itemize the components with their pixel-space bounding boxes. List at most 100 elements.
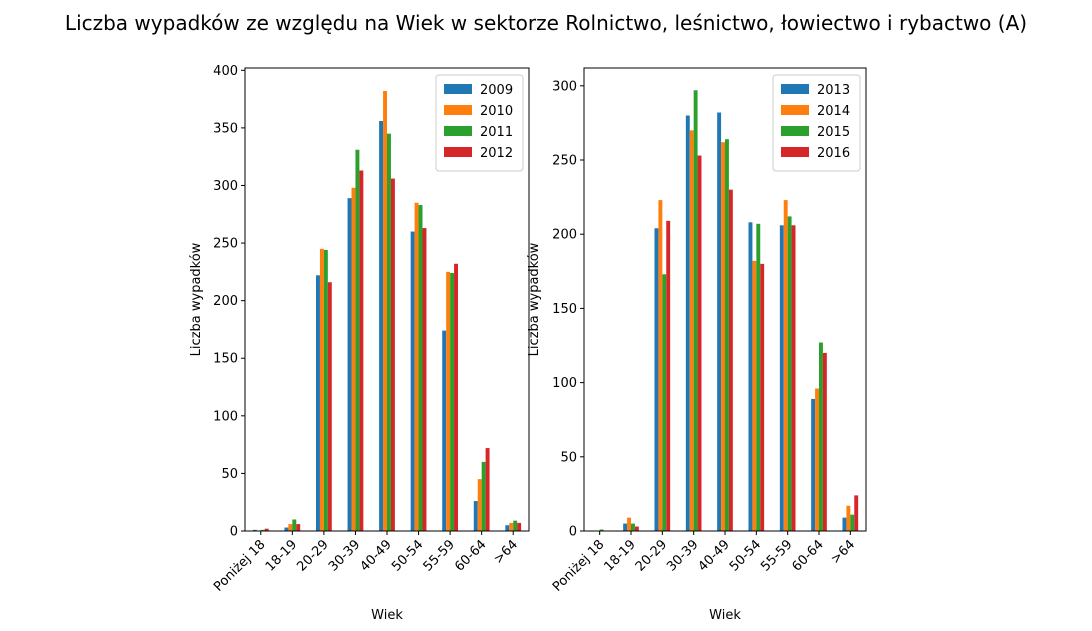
y-tick-label: 50 (221, 467, 238, 482)
bar (252, 529, 257, 531)
bar (685, 115, 690, 531)
y-tick-label: 300 (213, 179, 238, 194)
legend-label: 2009 (480, 83, 513, 98)
x-tick-label: 18-19 (602, 537, 639, 574)
y-tick-label: 350 (213, 121, 238, 136)
bar (846, 505, 851, 531)
x-tick-label: Poniżej 18 (550, 537, 607, 594)
bar (347, 198, 352, 531)
bar (811, 398, 816, 531)
legend-swatch (444, 84, 472, 94)
bar (383, 91, 387, 532)
x-tick-label: 30-39 (326, 537, 363, 574)
bar (505, 525, 510, 531)
bar (756, 223, 761, 531)
x-tick-label: 40-49 (358, 537, 395, 574)
x-tick-label: 18-19 (263, 537, 300, 574)
bar (292, 519, 297, 531)
bar (387, 133, 391, 532)
bar (842, 517, 847, 531)
y-tick-label: 0 (569, 525, 577, 540)
y-tick-label: 100 (213, 409, 238, 424)
legend-label: 2010 (480, 104, 513, 119)
bar (854, 495, 859, 531)
x-tick-label: 60-64 (790, 537, 827, 574)
bar (631, 523, 635, 531)
x-tick-label: 20-29 (294, 537, 331, 574)
bar (481, 461, 486, 531)
bar (662, 274, 667, 531)
bar (450, 273, 455, 531)
bar (359, 170, 364, 531)
x-axis-label: Wiek (709, 608, 741, 623)
bar (654, 228, 659, 531)
legend: 2009 2010 2011 2012 (435, 74, 524, 172)
bar (422, 228, 427, 531)
bar (454, 263, 458, 531)
x-tick-label: >64 (491, 537, 521, 567)
y-tick-label: 250 (552, 154, 577, 169)
y-tick-label: 100 (552, 376, 577, 391)
legend-swatch (781, 126, 809, 136)
x-tick-label: Poniżej 18 (211, 537, 268, 594)
bar (446, 271, 451, 531)
x-tick-label: 60-64 (452, 537, 489, 574)
bar (819, 342, 823, 531)
x-tick-label: 40-49 (696, 537, 733, 574)
bar (509, 522, 514, 531)
y-tick-label: 200 (213, 294, 238, 309)
bar (623, 523, 628, 531)
bar (513, 520, 518, 531)
x-tick-label: 30-39 (664, 537, 701, 574)
chart-right: 0 50 100 150 200 250 300 Poniżej 1818-1920-2930… (527, 67, 867, 623)
bar (658, 200, 663, 531)
bar (485, 448, 490, 531)
legend-label: 2014 (817, 104, 850, 119)
bar (473, 501, 478, 531)
bar (316, 275, 320, 531)
bar (822, 352, 827, 531)
bar (379, 120, 384, 531)
bar (627, 517, 631, 531)
figure-title: Liczba wypadków ze względu na Wiek w sek… (65, 11, 1027, 35)
bar (721, 142, 725, 531)
bar (689, 130, 694, 532)
legend-swatch (781, 105, 809, 115)
y-axis-label: Liczba wypadków (189, 242, 204, 356)
x-tick-label: 20-29 (633, 537, 670, 574)
bar (728, 189, 733, 531)
bar (717, 112, 722, 532)
bar (748, 222, 753, 532)
bars (599, 90, 859, 532)
legend-swatch (444, 105, 472, 115)
bar (850, 514, 855, 531)
bar (327, 282, 332, 531)
bar (779, 225, 784, 532)
bars (252, 91, 522, 532)
bar (752, 260, 757, 531)
bar (787, 216, 792, 531)
bar (351, 187, 356, 531)
bar (477, 479, 482, 531)
x-tick-label: >64 (828, 537, 858, 567)
legend-label: 2011 (480, 125, 513, 140)
bar (319, 248, 324, 532)
y-tick-label: 150 (213, 352, 238, 367)
bar (783, 200, 788, 531)
y-tick-label: 150 (552, 302, 577, 317)
x-axis-label: Wiek (371, 608, 403, 623)
x-tick-label: 50-54 (727, 537, 764, 574)
y-tick-label: 200 (552, 228, 577, 243)
bar (296, 524, 301, 531)
legend-label: 2012 (480, 146, 513, 161)
legend-swatch (781, 84, 809, 94)
y-tick-label: 400 (213, 64, 238, 79)
y-tick-label: 300 (552, 79, 577, 94)
x-tick-label: 50-54 (389, 537, 426, 574)
legend-label: 2016 (817, 146, 850, 161)
bar (288, 524, 293, 531)
bar (693, 90, 698, 531)
legend: 2013 2014 2015 2016 (772, 74, 861, 172)
